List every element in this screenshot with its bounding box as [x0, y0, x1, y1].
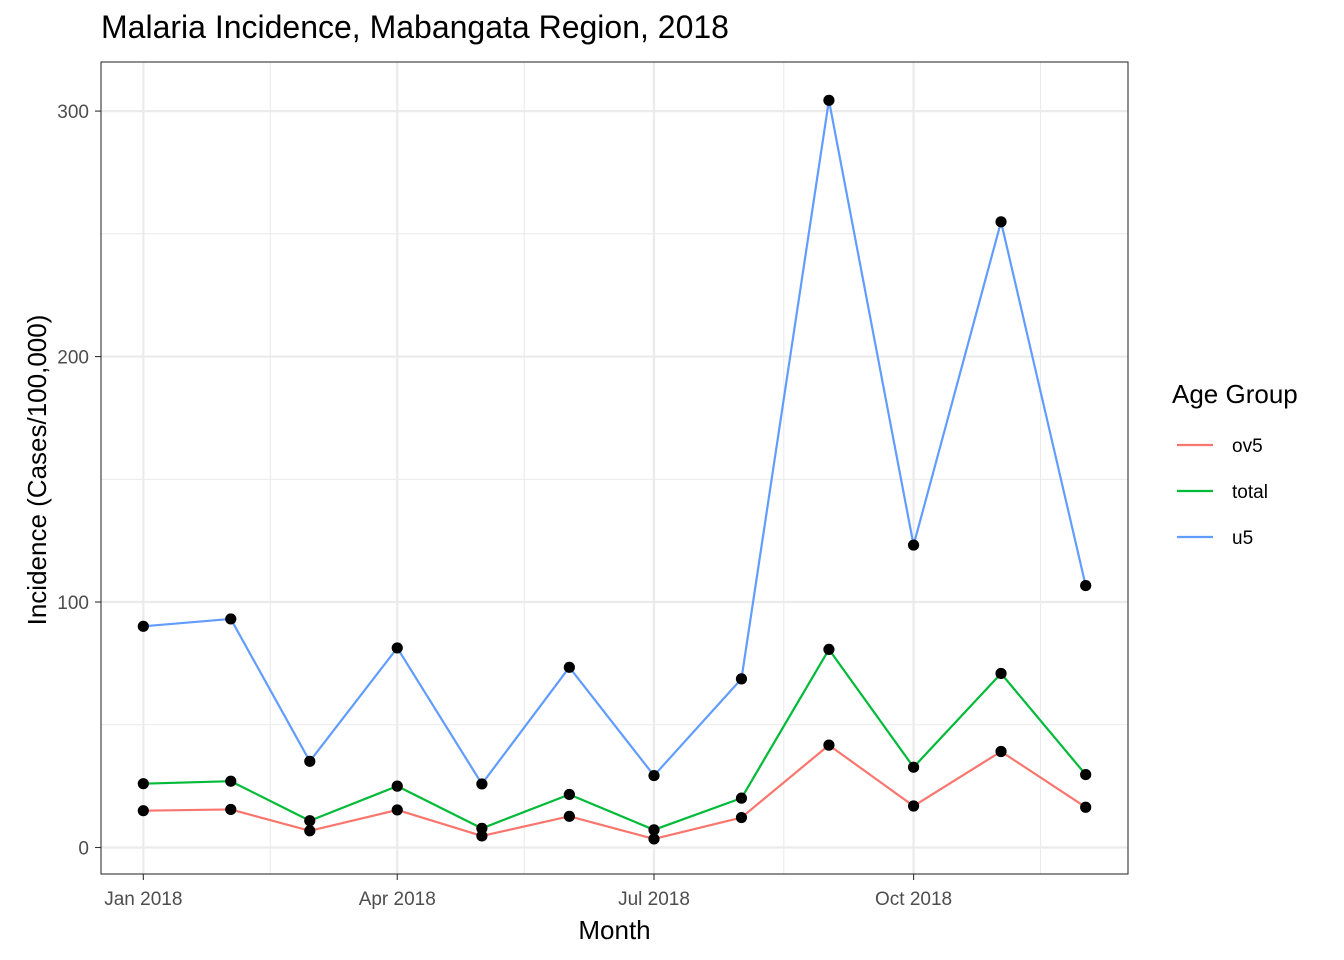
data-point-u5: [907, 539, 920, 551]
data-point-total: [648, 824, 660, 836]
y-axis-title: Incidence (Cases/100,000): [22, 315, 52, 626]
data-point-total: [823, 643, 835, 655]
data-point-ov5: [563, 810, 575, 822]
series-layer: [100, 61, 1129, 875]
x-axis-title: Month: [578, 915, 650, 945]
data-point-total: [995, 667, 1007, 680]
data-point-u5: [995, 216, 1007, 228]
data-point-total: [1080, 768, 1092, 781]
x-tick-label: Jul 2018: [618, 889, 690, 910]
x-axis: Jan 2018 Apr 2018 Jul 2018 Oct 2018: [104, 874, 952, 910]
data-point-ov5: [304, 825, 316, 837]
data-point-total: [476, 822, 488, 834]
data-point-u5: [1080, 579, 1092, 592]
x-tick-label: Apr 2018: [359, 889, 436, 910]
data-point-u5: [648, 769, 660, 782]
data-point-ov5: [137, 805, 149, 817]
data-point-total: [225, 775, 237, 787]
data-point-total: [563, 788, 575, 801]
data-point-u5: [304, 755, 316, 767]
data-point-u5: [137, 620, 149, 632]
data-point-ov5: [995, 745, 1007, 758]
y-tick-label: 300: [57, 102, 89, 123]
plot-panel: [101, 62, 1128, 874]
y-tick-label: 0: [78, 838, 89, 859]
data-point-total: [735, 792, 748, 804]
panel-border: [100, 61, 1129, 875]
data-point-u5: [823, 94, 835, 106]
x-tick-label: Oct 2018: [875, 889, 952, 910]
legend-label-ov5: ov5: [1232, 436, 1263, 457]
series-line-ov5: [143, 744, 1087, 841]
y-tick-label: 100: [57, 593, 89, 614]
data-point-ov5: [648, 833, 660, 845]
data-point-ov5: [225, 803, 237, 816]
panel-background: [101, 62, 1128, 874]
legend-title: Age Group: [1172, 379, 1298, 409]
y-axis: 0 100 200 300: [57, 102, 101, 859]
data-point-total: [137, 778, 149, 790]
legend: Age Group ov5 total u5: [1172, 379, 1298, 549]
x-tick-label: Jan 2018: [104, 889, 182, 910]
legend-label-u5: u5: [1232, 528, 1253, 549]
data-point-ov5: [735, 811, 748, 824]
y-tick-label: 200: [57, 348, 89, 369]
data-point-u5: [225, 613, 237, 625]
data-point-u5: [391, 642, 403, 654]
data-point-total: [907, 761, 920, 773]
data-point-u5: [735, 673, 748, 685]
data-point-ov5: [391, 804, 403, 816]
legend-label-total: total: [1232, 482, 1268, 503]
data-point-total: [304, 815, 316, 827]
data-point-ov5: [823, 739, 835, 751]
series-line-total: [143, 648, 1087, 831]
data-point-u5: [476, 778, 488, 790]
series-line-u5: [143, 99, 1087, 786]
data-point-total: [391, 780, 403, 792]
data-point-ov5: [1080, 801, 1092, 813]
data-point-u5: [563, 661, 575, 673]
data-point-ov5: [907, 800, 920, 812]
chart-title: Malaria Incidence, Mabangata Region, 201…: [101, 9, 729, 45]
